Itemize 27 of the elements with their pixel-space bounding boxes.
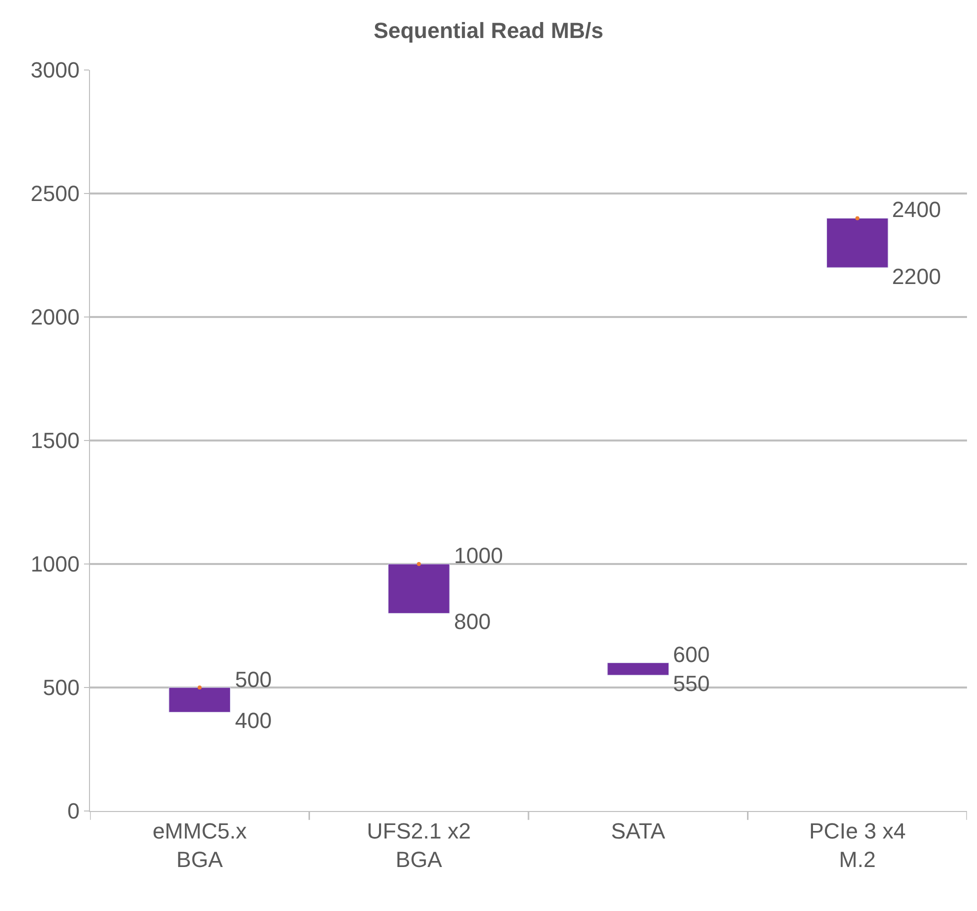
bar [607, 662, 670, 676]
x-tick-label: eMMC5.x BGA [152, 818, 247, 872]
x-tick-label: SATA [611, 818, 666, 844]
x-tick-label: PCIe 3 x4 M.2 [809, 818, 906, 872]
point [416, 562, 421, 566]
chart-title: Sequential Read MB/s [374, 18, 604, 44]
y-tick-label: 0 [67, 798, 80, 824]
point [855, 216, 860, 220]
y-tick-label: 3000 [30, 58, 80, 83]
annotation: 400 [235, 708, 272, 733]
y-tick-label: 500 [42, 675, 80, 700]
annotation: 2400 [892, 197, 941, 222]
annotation: 2200 [892, 264, 941, 289]
annotation: 500 [235, 667, 272, 692]
y-tick-label: 2500 [30, 181, 80, 206]
bar [826, 218, 888, 268]
y-tick-label: 2000 [30, 304, 80, 330]
annotation: 600 [673, 642, 710, 667]
annotation: 800 [454, 609, 491, 634]
bar [168, 687, 231, 712]
point [198, 686, 202, 690]
annotation: 1000 [454, 543, 503, 568]
x-tick-label: UFS2.1 x2 BGA [366, 818, 471, 872]
annotation: 550 [673, 671, 710, 696]
y-tick-label: 1500 [30, 428, 80, 454]
bar [388, 564, 450, 614]
y-tick-label: 1000 [30, 552, 80, 577]
